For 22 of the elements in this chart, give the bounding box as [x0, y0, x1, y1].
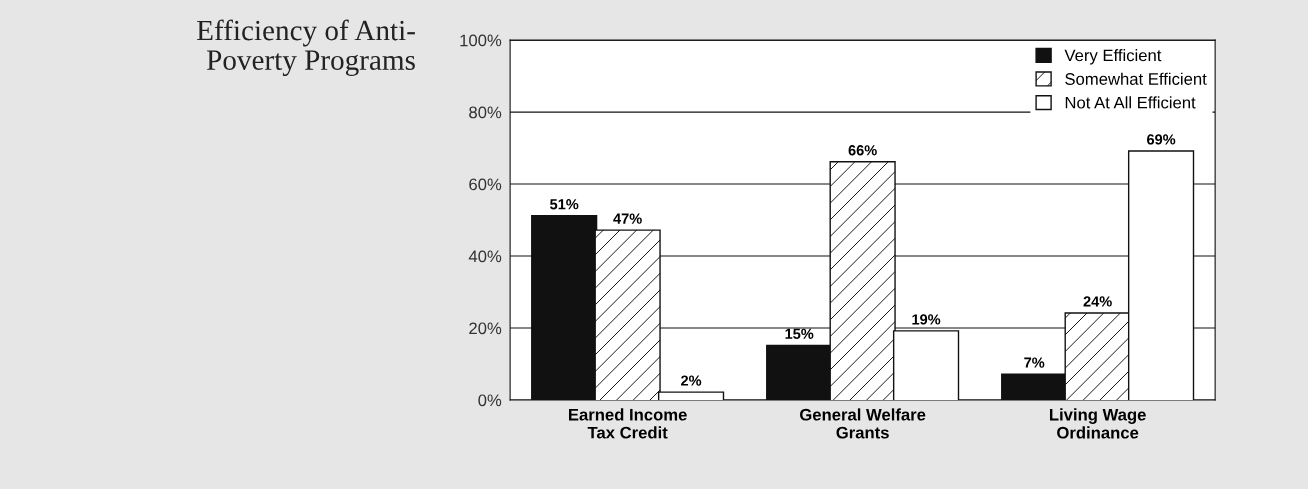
legend-label: Very Efficient — [1064, 49, 1162, 65]
x-tick-label: Living Wage Ordinance — [1049, 408, 1146, 439]
text: 19% — [912, 314, 941, 325]
text: 2% — [681, 375, 702, 386]
legend-label: Somewhat Efficient — [1065, 72, 1207, 85]
x-tick-label: Earned Income Tax Credit — [569, 408, 687, 439]
text: 66% — [848, 145, 877, 156]
text: 47% — [613, 213, 642, 224]
text: 69% — [1147, 134, 1176, 145]
y-tick-label: 100% — [460, 34, 502, 47]
x-tick-label: General Welfare Grants — [800, 408, 926, 439]
text: 24% — [1083, 296, 1112, 307]
text: 15% — [785, 328, 814, 339]
text: 51% — [550, 199, 579, 210]
y-tick-label: 0% — [478, 394, 502, 407]
chart-title: Efficiency of Anti- Poverty Programs — [197, 19, 415, 76]
y-tick-label: 80% — [469, 106, 502, 119]
legend-label: Not At All Efficient — [1065, 96, 1196, 109]
y-tick-label: 40% — [468, 250, 502, 263]
y-tick-label: 20% — [469, 322, 502, 335]
text: 7% — [1024, 357, 1045, 368]
y-tick-label: 60% — [469, 178, 502, 191]
